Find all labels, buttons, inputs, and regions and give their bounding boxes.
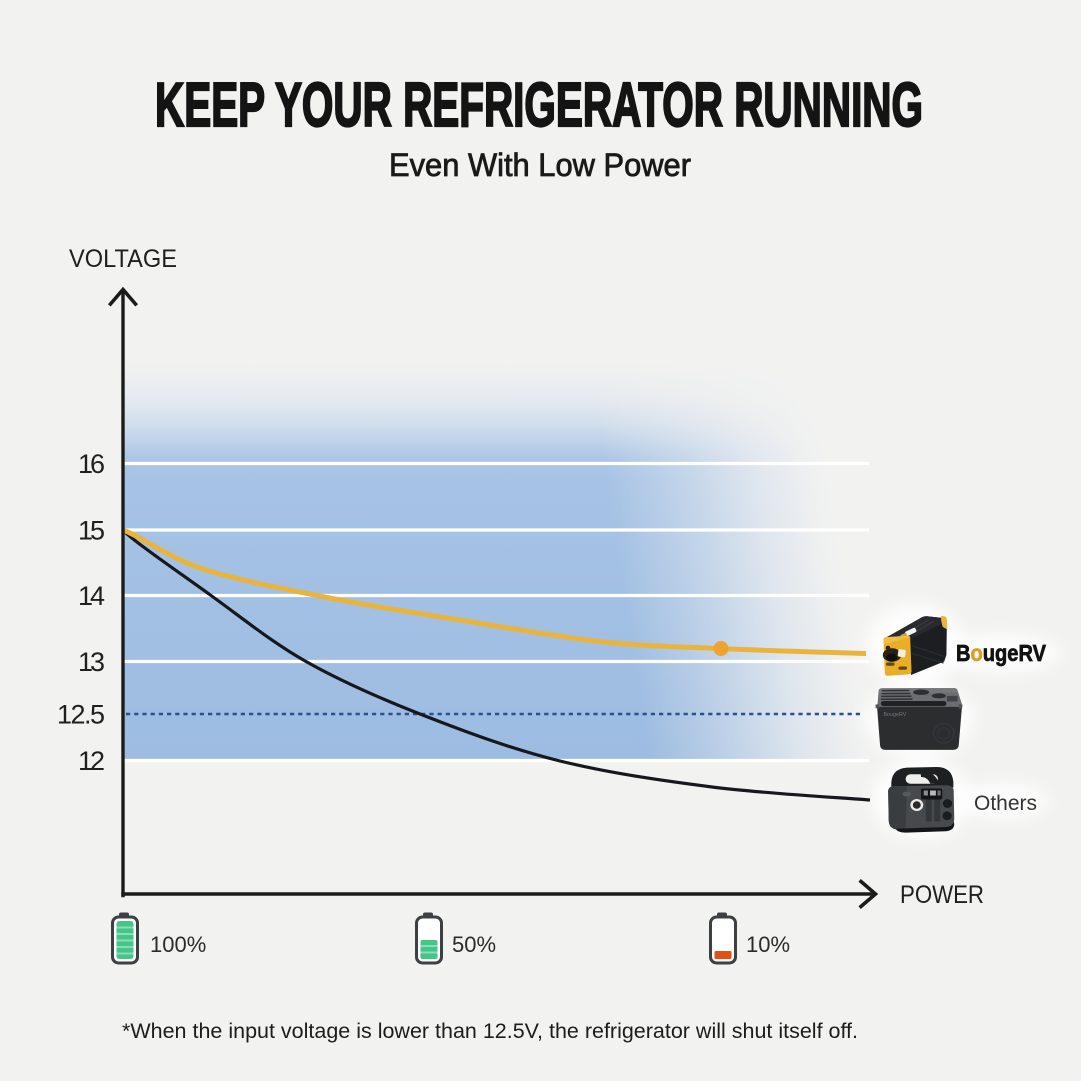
svg-text:KEEP YOUR REFRIGERATOR RUNNING: KEEP YOUR REFRIGERATOR RUNNING [155, 71, 923, 140]
svg-text:BougeRV: BougeRV [883, 712, 906, 718]
svg-text:16: 16 [78, 449, 105, 479]
svg-text:50%: 50% [452, 932, 496, 957]
svg-text:POWER: POWER [900, 881, 984, 909]
svg-text:14: 14 [78, 581, 105, 611]
svg-text:BougeRV: BougeRV [956, 640, 1047, 666]
svg-text:15: 15 [78, 516, 105, 546]
svg-text:13: 13 [78, 647, 105, 677]
svg-text:*When the input voltage is low: *When the input voltage is lower than 12… [122, 1019, 858, 1043]
svg-text:Even With Low Power: Even With Low Power [389, 147, 691, 183]
svg-text:10%: 10% [746, 932, 790, 957]
svg-text:100%: 100% [150, 932, 206, 957]
svg-text:VOLTAGE: VOLTAGE [69, 245, 177, 273]
svg-text:Others: Others [974, 792, 1037, 815]
svg-text:12: 12 [78, 746, 105, 776]
svg-text:12.5: 12.5 [57, 700, 105, 730]
